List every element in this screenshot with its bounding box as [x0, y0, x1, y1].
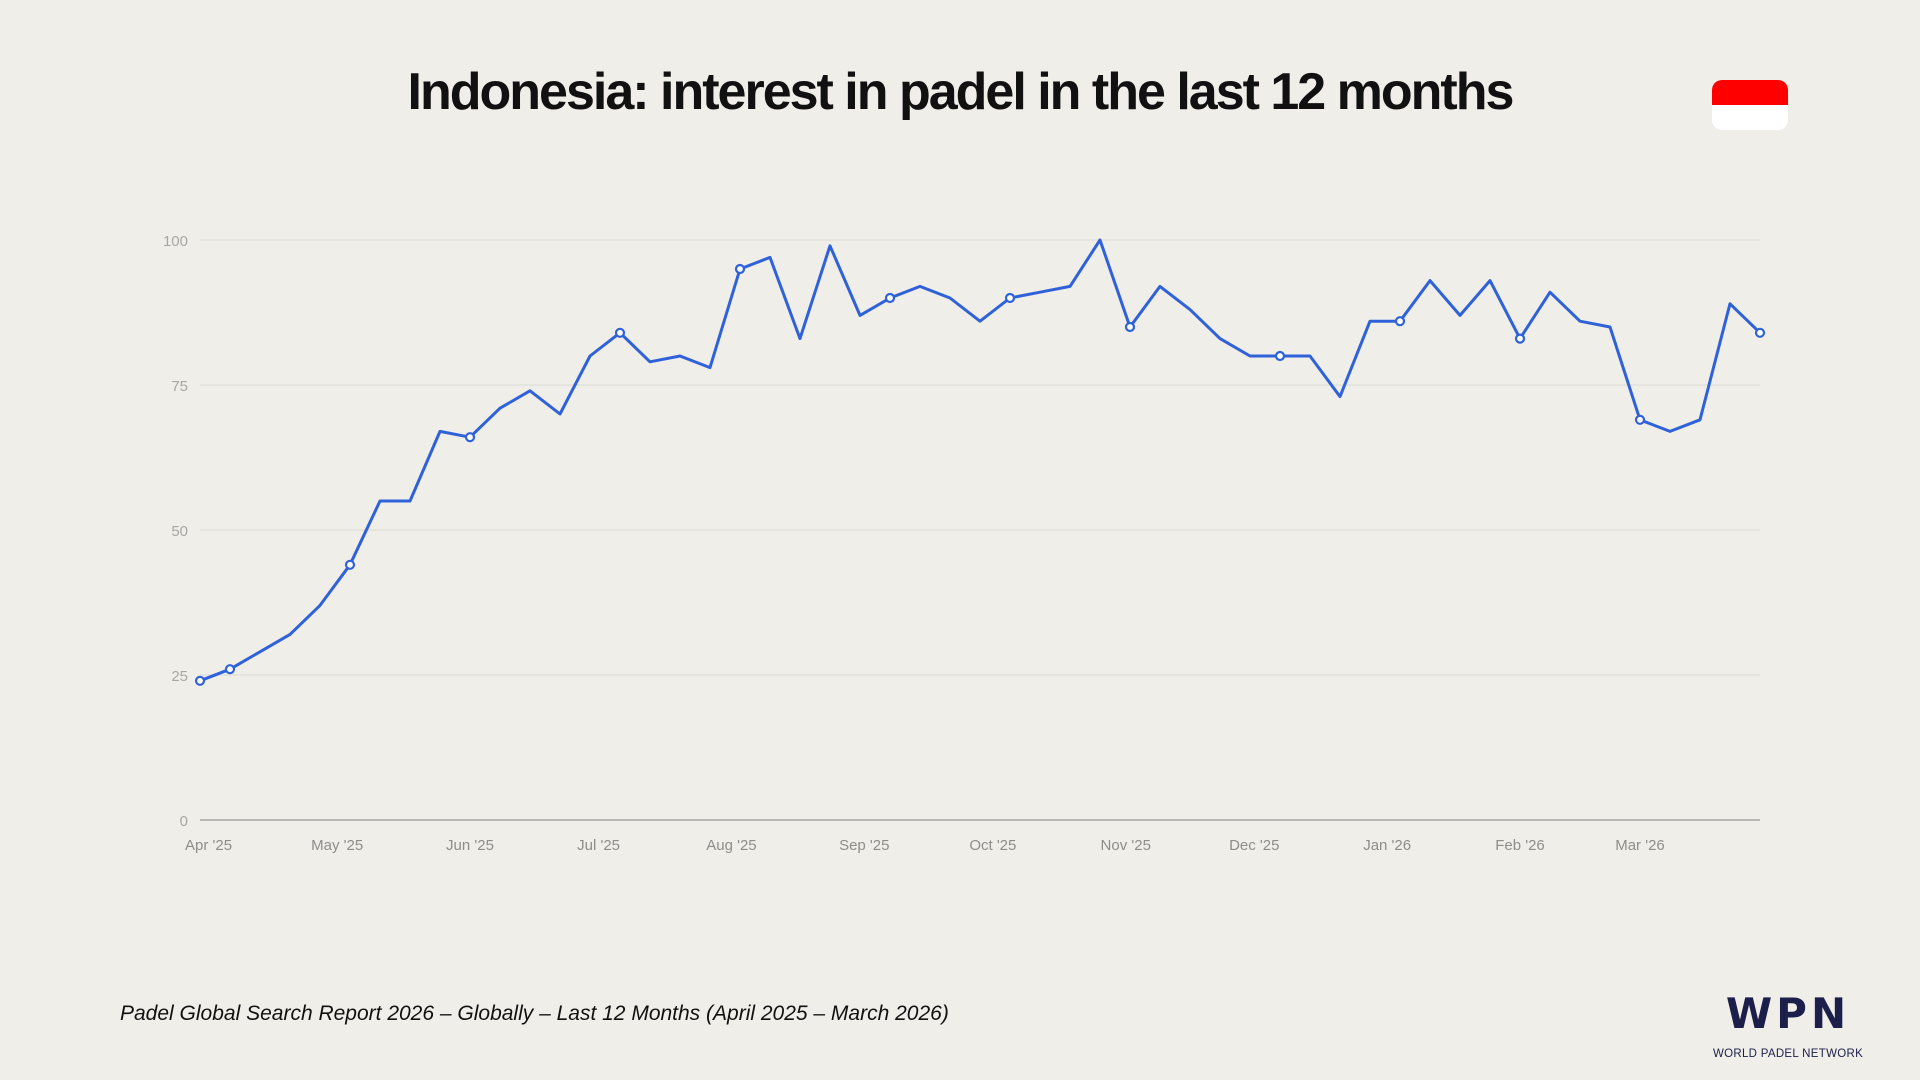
x-tick-label: Nov '25	[1101, 837, 1151, 854]
x-tick-label: Mar '26	[1615, 837, 1665, 854]
indonesia-flag-icon	[1712, 80, 1788, 130]
data-point	[1274, 350, 1286, 362]
y-tick-label: 25	[171, 668, 188, 685]
data-point	[194, 675, 206, 686]
data-point	[344, 559, 356, 570]
data-point	[1754, 327, 1766, 338]
data-point	[1394, 316, 1406, 327]
y-tick-label: 75	[171, 378, 188, 395]
wpn-logo: WPN WORLD PADEL NETWORK	[1688, 988, 1888, 1062]
x-tick-label: Apr '25	[185, 837, 232, 854]
data-point	[464, 432, 476, 443]
series-line	[199, 238, 1762, 683]
data-point	[1514, 333, 1526, 344]
x-tick-label: Oct '25	[969, 837, 1016, 854]
y-axis-ticks: 0 25 50 75 100	[163, 233, 188, 830]
chart-title: Indonesia: interest in padel in the last…	[407, 63, 1515, 121]
data-point	[1004, 292, 1016, 304]
footnote: Padel Global Search Report 2026 – Global…	[120, 1002, 949, 1025]
data-point	[614, 327, 626, 338]
logo-text: WORLD PADEL NETWORK	[1712, 1048, 1864, 1060]
data-point	[884, 292, 896, 304]
x-tick-label: Sep '25	[839, 837, 889, 854]
series-markers	[194, 263, 1766, 686]
x-tick-label: Aug '25	[706, 837, 756, 854]
data-point	[1634, 414, 1646, 425]
data-point	[734, 263, 746, 275]
data-point	[224, 664, 236, 675]
y-tick-label: 100	[163, 233, 188, 250]
x-tick-label: Feb '26	[1495, 837, 1545, 854]
x-tick-label: Jun '25	[446, 837, 494, 854]
y-tick-label: 50	[171, 523, 188, 540]
y-tick-label: 0	[180, 813, 188, 830]
grid-lines	[200, 239, 1760, 821]
x-tick-label: Jul '25	[577, 837, 620, 854]
x-tick-label: May '25	[311, 837, 363, 854]
data-point	[1124, 321, 1136, 333]
logo-mark: WPN	[1725, 989, 1851, 1038]
x-tick-label: Dec '25	[1229, 837, 1279, 854]
x-tick-label: Jan '26	[1363, 837, 1411, 854]
x-axis-ticks: Apr '25 May '25 Jun '25 Jul '25 Aug '25 Sep '…	[185, 837, 1665, 854]
